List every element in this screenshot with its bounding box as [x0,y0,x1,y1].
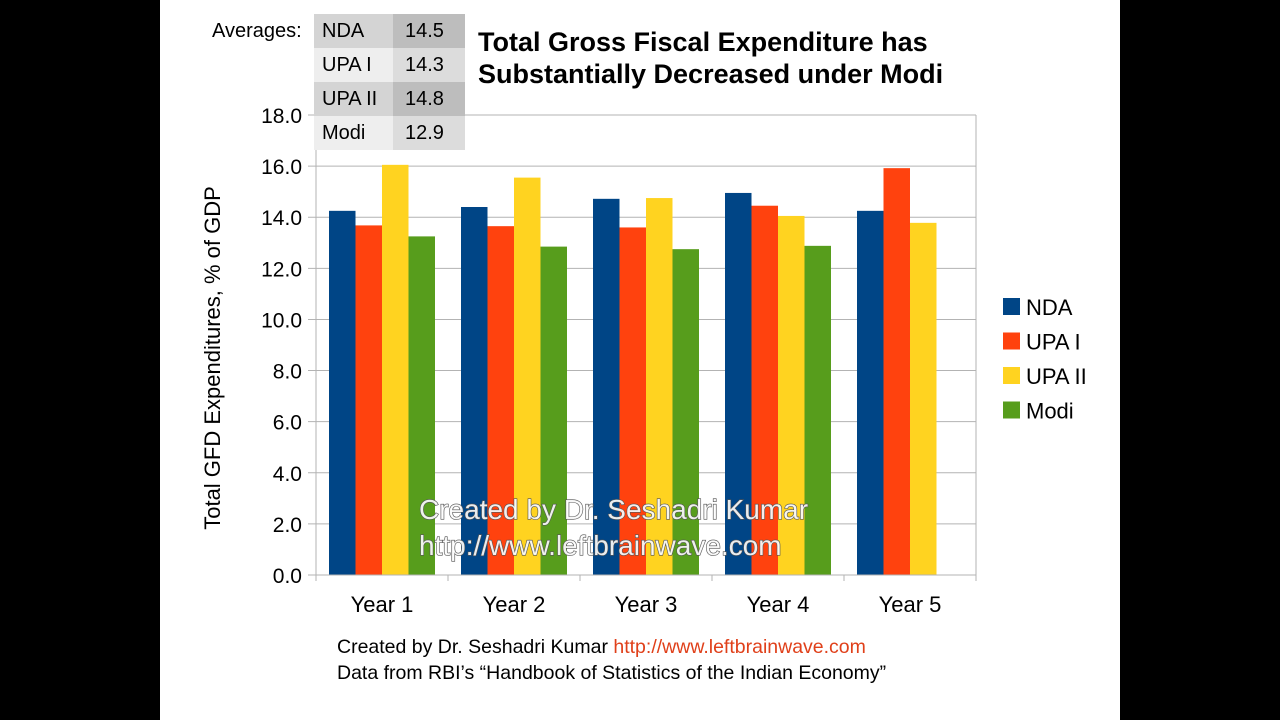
x-tick-labels: Year 1 Year 2 Year 3 Year 4 Year 5 [351,592,942,617]
y-tick-label: 16.0 [261,156,302,179]
y-tick-label: 12.0 [261,258,302,281]
x-tick-label: Year 1 [351,592,414,617]
bar-nda [857,210,884,576]
x-tick-label: Year 5 [879,592,942,617]
bar-nda [329,210,356,576]
y-tick-label: 14.0 [261,207,302,230]
legend-label: NDA [1026,295,1073,320]
x-tick-label: Year 2 [483,592,546,617]
x-tick-label: Year 3 [615,592,678,617]
bar-upa-i [355,225,382,575]
bar-upa-ii [778,215,805,575]
legend-label: Modi [1026,399,1074,424]
bar-nda [461,207,488,575]
chart-title: Total Gross Fiscal Expenditure has Subst… [478,26,1038,90]
chart-title-line-2: Substantially Decreased under Modi [478,59,944,89]
averages-party-value: 14.5 [393,14,465,48]
y-tick-label: 6.0 [273,412,302,435]
footer-website-link[interactable]: http://www.leftbrainwave.com [613,636,866,658]
bars [329,164,937,576]
legend-label: UPA II [1026,364,1087,389]
y-tick-label: 10.0 [261,309,302,332]
averages-party-name: UPA II [314,82,393,116]
bar-upa-ii [910,222,937,575]
y-tick-label: 2.0 [273,514,302,537]
bar-modi [540,246,567,575]
averages-label: Averages: [212,20,302,42]
averages-party-value: 14.3 [393,48,465,82]
legend: NDA UPA I UPA II Modi [1003,295,1087,424]
y-tick-label: 18.0 [261,105,302,128]
averages-party-name: Modi [314,116,393,150]
bar-upa-ii [382,164,409,576]
footer-source-line: Data from RBI’s “Handbook of Statistics … [337,662,887,684]
legend-swatch [1003,367,1020,384]
bar-modi [408,236,435,575]
averages-row: NDA 14.5 [314,14,465,48]
bar-upa-i [883,168,910,575]
averages-table: NDA 14.5 UPA I 14.3 UPA II 14.8 Modi 12.9 [314,14,465,150]
legend-swatch [1003,401,1020,419]
averages-row: Modi 12.9 [314,116,465,150]
y-tick-label: 4.0 [273,463,302,486]
chart-title-line-1: Total Gross Fiscal Expenditure has [478,27,928,57]
bar-modi [672,249,699,575]
footer: Created by Dr. Seshadri Kumar http://www… [337,634,886,686]
footer-credit-line: Created by Dr. Seshadri Kumar http://www… [337,634,886,660]
slide: 0.0 2.0 4.0 6.0 8.0 10.0 12.0 14.0 16.0 18.0 Year… [160,0,1120,720]
bar-nda [725,192,752,575]
watermark: Created by Dr. Seshadri Kumar http://www.… [418,493,808,561]
bar-upa-ii [646,198,673,576]
legend-swatch [1003,332,1020,350]
averages-party-name: UPA I [314,48,393,82]
averages-party-value: 14.8 [393,82,465,116]
bar-nda [593,198,620,576]
averages-party-name: NDA [314,14,393,48]
watermark-line: http://www.leftbrainwave.com [419,530,782,561]
y-tick-labels: 0.0 2.0 4.0 6.0 8.0 10.0 12.0 14.0 16.0 18.0 [261,105,302,588]
bar-upa-i [487,226,514,575]
bar-upa-i [619,227,646,575]
y-axis-label: Total GFD Expenditures, % of GDP [200,186,225,530]
bar-modi [804,245,831,575]
averages-row: UPA II 14.8 [314,82,465,116]
bar-upa-ii [514,177,541,575]
legend-swatch [1003,298,1020,315]
averages-row: UPA I 14.3 [314,48,465,82]
x-tick-label: Year 4 [747,592,810,617]
bar-chart: 0.0 2.0 4.0 6.0 8.0 10.0 12.0 14.0 16.0 18.0 Year… [200,105,1087,617]
bar-upa-i [751,205,778,575]
axes [315,115,977,581]
y-tick-label: 8.0 [273,361,302,384]
y-tick-label: 0.0 [273,565,302,588]
averages-party-value: 12.9 [393,116,465,150]
legend-label: UPA I [1026,330,1081,355]
watermark-line: Created by Dr. Seshadri Kumar [419,494,808,525]
footer-credit-text: Created by Dr. Seshadri Kumar [337,636,614,658]
